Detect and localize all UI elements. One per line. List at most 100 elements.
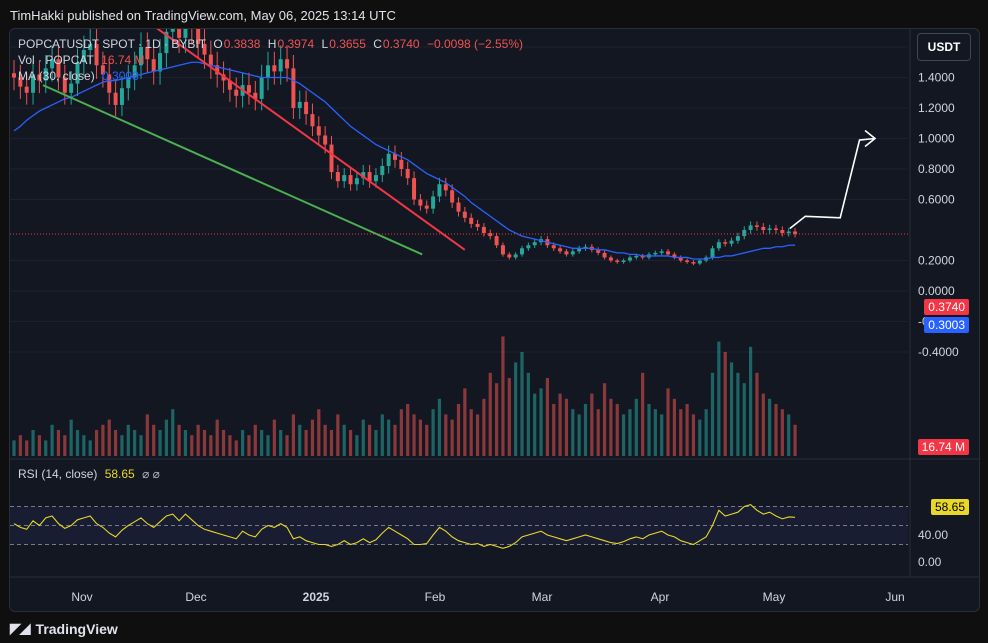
volume-bar xyxy=(164,419,168,456)
volume-bar xyxy=(317,409,321,456)
candle-body xyxy=(577,248,582,252)
volume-bar xyxy=(355,435,359,456)
volume-bar xyxy=(596,409,600,456)
volume-bar xyxy=(660,414,664,456)
candle-body xyxy=(367,172,372,182)
candle-body xyxy=(139,47,143,66)
volume-bar xyxy=(177,424,181,456)
candle-body xyxy=(431,196,436,209)
candle-body xyxy=(691,262,696,264)
volume-bar xyxy=(361,419,365,456)
candle-body xyxy=(335,172,340,182)
volume-bar xyxy=(482,398,486,456)
volume-bar xyxy=(114,430,118,456)
candle-body xyxy=(697,260,702,264)
currency-button[interactable]: USDT xyxy=(917,33,971,61)
candle-body xyxy=(266,65,270,78)
candle-body xyxy=(685,260,690,263)
volume-bar xyxy=(679,409,683,456)
price-chart-svg[interactable]: 1.80001.60001.40001.20001.00000.80000.60… xyxy=(10,29,979,611)
volume-bar xyxy=(209,435,213,456)
candle-body xyxy=(507,254,512,258)
volume-bar xyxy=(761,393,765,456)
candle-body xyxy=(119,88,124,105)
rsi-tick-label: 40.00 xyxy=(918,528,948,542)
chart-frame[interactable]: 1.80001.60001.40001.20001.00000.80000.60… xyxy=(9,28,980,612)
volume-bar xyxy=(488,372,492,456)
volume-bar xyxy=(609,398,613,456)
volume-bar xyxy=(253,424,257,456)
volume-bar xyxy=(368,424,372,456)
volume-bar xyxy=(342,424,346,456)
rsi-label[interactable]: RSI (14, close) xyxy=(18,467,98,481)
volume-bar xyxy=(158,430,162,456)
candle-body xyxy=(43,68,48,81)
candle-body xyxy=(627,257,632,261)
time-tick-label: Feb xyxy=(425,590,446,604)
candle-body xyxy=(31,74,36,93)
volume-bar xyxy=(425,424,429,456)
volume-bar xyxy=(418,419,422,456)
candle-body xyxy=(716,242,721,249)
tradingview-footer[interactable]: ◤◢ TradingView xyxy=(10,620,118,637)
rsi-visibility-icons[interactable]: ⌀ ⌀ xyxy=(142,467,160,481)
candle-body xyxy=(158,53,163,72)
candle-body xyxy=(354,178,359,185)
candle-body xyxy=(24,86,29,93)
candle-body xyxy=(259,77,264,99)
volume-label[interactable]: Vol · POPCAT xyxy=(18,53,94,67)
candle-body xyxy=(316,126,321,136)
volume-bar xyxy=(336,414,340,456)
volume-bar xyxy=(69,419,73,456)
candle-body xyxy=(456,202,461,212)
volume-bar xyxy=(787,414,791,456)
support-trendline xyxy=(42,84,423,256)
volume-bar xyxy=(329,430,334,456)
volume-bar xyxy=(88,440,92,456)
candle-body xyxy=(729,240,734,244)
volume-bar xyxy=(590,393,594,456)
candle-body xyxy=(469,217,474,224)
candle-body xyxy=(380,165,385,176)
volume-bar xyxy=(272,419,276,456)
candle-body xyxy=(621,260,626,263)
volume-bar xyxy=(139,435,143,456)
volume-bar xyxy=(571,409,575,456)
volume-bar xyxy=(666,388,670,456)
volume-bar xyxy=(291,414,295,456)
ma-label[interactable]: MA (30, close) xyxy=(18,69,95,83)
candle-body xyxy=(202,43,207,55)
candle-body xyxy=(18,77,23,87)
candle-body xyxy=(596,249,601,253)
volume-bar xyxy=(647,404,651,456)
time-tick-label: Jun xyxy=(885,590,904,604)
candle-body xyxy=(221,74,226,81)
candle-body xyxy=(742,230,747,237)
candle-body xyxy=(500,245,505,255)
time-tick-label: Dec xyxy=(185,590,206,604)
candle-body xyxy=(107,74,112,93)
volume-bar xyxy=(533,393,537,456)
candle-body xyxy=(602,252,607,258)
candle-body xyxy=(774,228,778,230)
volume-bar xyxy=(774,404,778,456)
candle-body xyxy=(151,59,156,72)
candle-body xyxy=(227,80,232,90)
volume-bar xyxy=(622,414,626,456)
volume-bar xyxy=(31,430,35,456)
candle-body xyxy=(272,65,277,72)
volume-bar xyxy=(628,409,632,456)
rsi-line xyxy=(13,503,796,549)
candle-body xyxy=(748,225,753,230)
price-tick-label: 1.2000 xyxy=(918,101,955,115)
candle-body xyxy=(234,89,239,96)
candle-body xyxy=(424,205,429,209)
symbol-title[interactable]: POPCATUSDT SPOT · 1D · BYBIT xyxy=(18,37,207,51)
candle-body xyxy=(526,245,531,249)
candle-body xyxy=(418,199,423,206)
candle-body xyxy=(634,255,639,258)
candle-body xyxy=(513,254,518,258)
candle-body xyxy=(761,226,766,230)
candle-body xyxy=(488,233,493,237)
candle-body xyxy=(405,169,410,179)
